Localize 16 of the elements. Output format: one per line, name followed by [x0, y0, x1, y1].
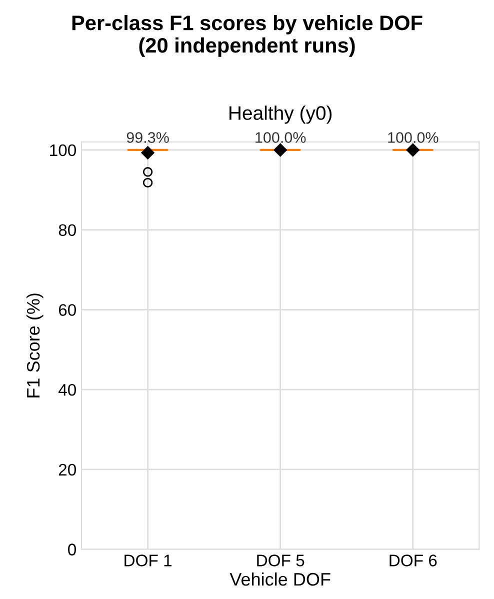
text: 100.0% — [388, 132, 438, 143]
x-axis-title: Vehicle DOF — [230, 572, 330, 586]
y-tick-label: 80 — [58, 224, 76, 236]
y-tick-label: 0 — [68, 544, 76, 556]
y-tick-label: 40 — [58, 384, 76, 396]
text: 100.0% — [256, 132, 306, 143]
chart-subtitle: Healthy (y0) — [230, 106, 332, 124]
y-tick-label: 60 — [58, 304, 76, 316]
x-tick-label: DOF 5 — [257, 554, 304, 566]
x-tick-label: DOF 1 — [124, 554, 172, 566]
y-tick-label: 100 — [50, 144, 76, 156]
y-tick-label: 20 — [58, 464, 76, 476]
x-tick-label: DOF 6 — [390, 554, 437, 566]
text: 99.3% — [126, 132, 169, 143]
y-axis-title: F1 Score (%) — [26, 294, 44, 398]
chart-title: Per-class F1 scores by vehicle DOF (20 independent runs) — [72, 14, 422, 57]
